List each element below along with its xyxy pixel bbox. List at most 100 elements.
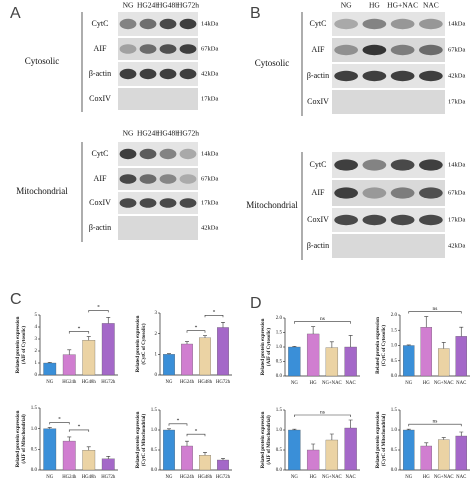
lane-label: HG+NAC	[387, 1, 418, 10]
x-tick-label: NG+NAC	[434, 381, 454, 386]
band	[179, 174, 197, 184]
y-tick-label: 3	[155, 311, 158, 316]
x-tick-label: NG	[405, 475, 412, 480]
band	[390, 18, 415, 30]
significance-label: ns	[320, 409, 325, 415]
protein-label: AIF	[312, 188, 325, 197]
panel-label: A	[10, 5, 21, 22]
significance-label: *	[195, 428, 198, 434]
size-label: 67kDa	[448, 46, 465, 53]
band	[119, 18, 137, 30]
error-bar	[67, 436, 72, 442]
bar	[306, 449, 320, 471]
band	[390, 187, 415, 199]
x-tick-label: HG24h	[62, 475, 77, 480]
band	[362, 70, 387, 82]
protein-label: AIF	[94, 174, 107, 183]
error-bar	[459, 326, 464, 337]
band	[119, 148, 137, 160]
error-bar	[106, 456, 111, 459]
y-axis-label: (CytC of Cytosolic)	[142, 323, 147, 364]
significance-bracket	[294, 321, 351, 324]
lane-label: HG24h	[137, 1, 159, 10]
y-tick-label: 1.0	[31, 427, 38, 432]
x-tick-label: NG	[166, 475, 173, 480]
x-tick-label: NG	[291, 381, 298, 386]
lane-label: HG48h	[157, 1, 179, 10]
x-tick-label: HG72h	[216, 475, 231, 480]
y-tick-label: 1	[155, 352, 158, 357]
band	[334, 214, 358, 226]
x-tick-label: HG24h	[180, 380, 195, 385]
band	[139, 198, 157, 208]
bar	[306, 333, 320, 377]
fraction-label: Mitochondrial	[16, 186, 68, 196]
y-axis-label: Related protein expression	[261, 411, 266, 468]
y-tick-label: 2.0	[391, 313, 398, 318]
band	[119, 174, 137, 184]
bar	[181, 445, 193, 471]
y-tick-label: 5	[35, 313, 38, 318]
band	[179, 44, 197, 54]
significance-label: ns	[433, 418, 438, 424]
significance-bracket	[88, 310, 109, 313]
band	[159, 174, 177, 184]
bar	[455, 435, 467, 471]
y-axis-label: Related protein expression	[261, 318, 266, 375]
lane-label: NG	[123, 129, 134, 138]
y-tick-label: 0.0	[391, 468, 398, 473]
error-bar	[106, 317, 111, 324]
x-tick-label: HG	[310, 381, 317, 386]
band	[159, 18, 177, 30]
lane-label: NG	[123, 1, 134, 10]
size-label: 14kDa	[448, 20, 465, 27]
y-tick-label: 0.0	[31, 468, 38, 473]
significance-label: *	[78, 424, 81, 430]
protein-label: β-actin	[307, 241, 329, 250]
bar	[43, 362, 57, 376]
x-tick-label: HG48h	[198, 380, 213, 385]
protein-label: CoxIV	[89, 94, 111, 103]
bar	[344, 346, 357, 377]
band	[390, 159, 415, 171]
band	[419, 70, 443, 82]
y-tick-label: 1.5	[31, 406, 38, 411]
y-axis-label: (CytC of Mitochondrial)	[142, 414, 147, 467]
x-tick-label: NG	[291, 475, 298, 480]
bar	[62, 354, 76, 376]
x-tick-label: NAC	[456, 381, 466, 386]
size-label: 17kDa	[201, 95, 218, 102]
error-bar	[167, 353, 171, 355]
y-axis-label: Related protein expression	[136, 315, 141, 372]
x-tick-label: NAC	[346, 475, 356, 480]
x-tick-label: NAC	[346, 381, 356, 386]
error-bar	[47, 362, 52, 363]
bar	[62, 440, 76, 471]
y-tick-label: 2	[155, 332, 158, 337]
bar	[437, 439, 450, 471]
significance-label: *	[177, 418, 180, 424]
lane-label: HG24h	[137, 129, 159, 138]
band	[119, 44, 137, 54]
band	[119, 198, 137, 208]
error-bar	[424, 316, 429, 328]
y-tick-label: 0	[155, 373, 158, 378]
y-tick-label: 1.5	[391, 408, 398, 413]
bar	[101, 458, 115, 471]
blot-row	[118, 88, 198, 110]
y-axis-label: (AIF of Mitochondrial)	[22, 414, 27, 464]
y-tick-label: 0	[35, 373, 38, 378]
band	[139, 44, 157, 54]
error-bar	[185, 341, 189, 344]
protein-label: CytC	[310, 160, 327, 169]
error-bar	[203, 335, 207, 338]
y-tick-label: 1.0	[391, 428, 398, 433]
y-tick-label: 1.0	[151, 428, 158, 433]
y-tick-label: 0.5	[276, 448, 283, 453]
band	[390, 214, 415, 226]
band	[362, 44, 387, 56]
error-bar	[311, 443, 316, 450]
size-label: 67kDa	[201, 175, 218, 182]
protein-label: AIF	[94, 44, 107, 53]
protein-label: AIF	[312, 45, 325, 54]
